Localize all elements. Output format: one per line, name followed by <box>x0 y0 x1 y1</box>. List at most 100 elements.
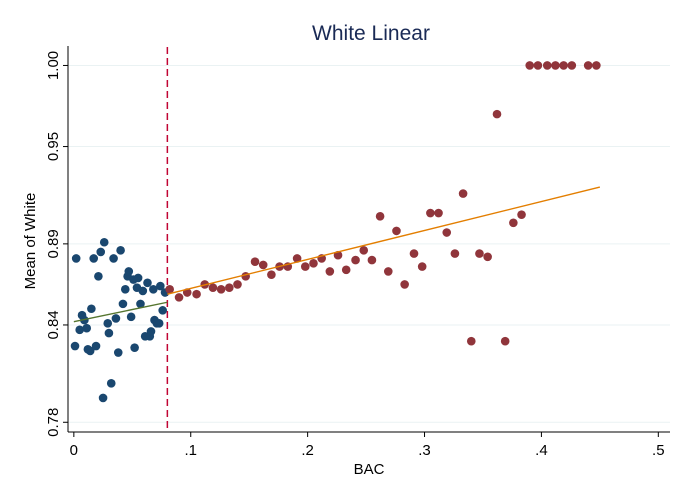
data-point <box>250 257 260 267</box>
data-point <box>154 319 164 328</box>
data-point <box>525 61 535 70</box>
data-point <box>109 254 118 263</box>
data-point <box>400 280 409 289</box>
y-axis-ticks: 0.78 0.84 0.89 0.95 1.00 <box>45 51 68 437</box>
data-point <box>442 228 452 237</box>
data-point <box>124 267 134 276</box>
data-point <box>559 61 568 70</box>
x-tick-label: 0 <box>70 442 78 459</box>
y-tick-label: 0.95 <box>45 132 62 161</box>
data-point <box>567 61 577 70</box>
data-point <box>192 289 201 299</box>
x-tick-label: .3 <box>418 442 431 459</box>
data-point <box>146 327 156 336</box>
x-tick-label: .5 <box>652 442 665 459</box>
data-point <box>89 254 99 263</box>
data-point <box>116 246 125 255</box>
data-point <box>94 272 103 281</box>
data-point <box>96 247 106 257</box>
y-tick-label: 1.00 <box>45 51 62 80</box>
data-point <box>126 312 136 322</box>
data-point <box>492 109 502 119</box>
data-point <box>458 189 468 198</box>
data-point <box>130 343 139 352</box>
x-axis-ticks: 0 .1 .2 .3 .4 .5 <box>70 432 665 459</box>
data-point <box>258 260 268 270</box>
data-point <box>99 237 109 247</box>
data-point <box>426 208 435 218</box>
data-point <box>592 61 601 70</box>
data-point <box>359 246 369 255</box>
data-point <box>434 208 443 218</box>
data-point <box>174 293 184 302</box>
fit-line <box>73 301 168 323</box>
y-tick-label: 0.84 <box>45 310 62 339</box>
data-point <box>156 281 165 291</box>
data-point <box>118 299 128 309</box>
data-point <box>75 325 84 335</box>
data-point <box>98 393 108 403</box>
data-point <box>165 284 174 294</box>
x-tick-label: .2 <box>301 442 314 459</box>
data-point <box>375 211 385 221</box>
data-point <box>87 304 96 314</box>
data-point <box>309 259 318 268</box>
x-tick-label: .1 <box>184 442 197 459</box>
data-point <box>542 61 552 70</box>
data-point <box>483 252 492 262</box>
data-point <box>583 61 593 70</box>
data-point <box>325 267 335 276</box>
data-point <box>70 341 80 351</box>
data-point <box>292 254 302 263</box>
data-point <box>91 341 101 351</box>
y-tick-label: 0.89 <box>45 229 62 258</box>
data-point <box>392 226 401 236</box>
data-point <box>300 262 310 271</box>
data-point <box>233 280 242 289</box>
data-point <box>111 314 121 323</box>
data-point <box>158 306 167 315</box>
data-point <box>500 336 510 346</box>
data-point <box>143 278 152 288</box>
fit-line <box>167 186 601 295</box>
data-point <box>225 283 234 292</box>
x-tick-label: .4 <box>535 442 548 459</box>
data-point <box>82 323 92 333</box>
data-point <box>267 270 276 279</box>
data-point <box>551 61 560 70</box>
data-point <box>85 346 95 356</box>
data-point <box>104 328 114 338</box>
fit-lines <box>73 186 601 323</box>
data-point <box>409 249 419 258</box>
data-point <box>351 255 360 265</box>
data-point <box>106 379 116 388</box>
axes <box>67 46 670 433</box>
data-point <box>475 249 484 258</box>
x-axis-label: BAC <box>354 461 385 478</box>
data-point <box>509 218 518 228</box>
data-point <box>149 284 158 294</box>
data-point <box>341 265 351 275</box>
y-tick-label: 0.78 <box>45 408 62 437</box>
y-axis-label: Mean of White <box>22 193 39 290</box>
data-point <box>383 267 393 276</box>
data-point <box>417 262 427 271</box>
data-point <box>517 210 526 219</box>
data-point <box>133 273 143 283</box>
data-point <box>367 255 377 265</box>
data-point <box>241 272 250 281</box>
data-points <box>70 61 601 403</box>
data-point <box>533 61 543 70</box>
data-point <box>466 336 476 346</box>
data-point <box>113 348 123 357</box>
data-point <box>208 283 218 292</box>
chart-title: White Linear <box>312 22 430 45</box>
data-point <box>216 284 226 294</box>
data-point <box>71 254 81 263</box>
data-point <box>450 249 460 258</box>
data-point <box>138 286 148 296</box>
data-point <box>136 299 145 309</box>
data-point <box>103 319 113 328</box>
